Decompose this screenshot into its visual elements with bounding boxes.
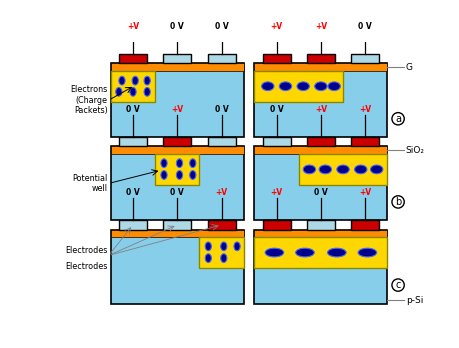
Bar — [207, 137, 235, 147]
Ellipse shape — [205, 254, 212, 262]
Bar — [351, 137, 379, 147]
Text: 0 V: 0 V — [314, 188, 328, 197]
Text: +V: +V — [216, 188, 228, 197]
Ellipse shape — [265, 248, 284, 257]
Ellipse shape — [116, 87, 122, 96]
Ellipse shape — [161, 159, 167, 167]
Ellipse shape — [190, 159, 196, 167]
Text: Electrodes: Electrodes — [66, 251, 108, 260]
Ellipse shape — [161, 171, 167, 179]
Bar — [163, 220, 191, 230]
Bar — [111, 71, 155, 102]
Bar — [163, 54, 191, 63]
Ellipse shape — [130, 87, 136, 96]
Ellipse shape — [303, 165, 316, 174]
Bar — [351, 220, 379, 230]
Bar — [254, 237, 387, 268]
Text: +V: +V — [127, 22, 139, 31]
Bar — [199, 237, 244, 268]
Text: Electrodes: Electrodes — [66, 262, 108, 271]
Ellipse shape — [279, 82, 291, 90]
Text: b: b — [395, 197, 401, 207]
Bar — [263, 54, 291, 63]
Bar — [111, 230, 244, 237]
Text: +V: +V — [359, 105, 371, 114]
Ellipse shape — [144, 76, 150, 85]
Text: a: a — [395, 114, 401, 124]
Text: +V: +V — [315, 22, 327, 31]
Ellipse shape — [190, 171, 196, 179]
Text: +V: +V — [270, 22, 283, 31]
Bar — [119, 137, 147, 147]
Ellipse shape — [354, 165, 367, 174]
Bar — [111, 147, 244, 154]
Bar — [263, 137, 291, 147]
Bar — [263, 220, 291, 230]
Bar — [119, 220, 147, 230]
Text: 0 V: 0 V — [270, 105, 284, 114]
Bar — [299, 154, 387, 185]
Bar — [254, 230, 387, 303]
Bar — [254, 147, 387, 154]
Ellipse shape — [119, 76, 125, 85]
Bar — [119, 54, 147, 63]
Bar — [155, 154, 199, 185]
Text: +V: +V — [315, 105, 327, 114]
Text: SiO₂: SiO₂ — [406, 146, 425, 155]
Bar — [163, 137, 191, 147]
Bar — [254, 147, 387, 220]
Text: 0 V: 0 V — [126, 188, 140, 197]
Ellipse shape — [144, 87, 150, 96]
Bar — [111, 147, 244, 220]
Ellipse shape — [328, 248, 346, 257]
Ellipse shape — [296, 248, 314, 257]
Text: Electrodes: Electrodes — [66, 246, 108, 255]
Ellipse shape — [319, 165, 331, 174]
Ellipse shape — [358, 248, 377, 257]
Text: c: c — [395, 280, 401, 290]
Text: 0 V: 0 V — [215, 105, 229, 114]
Ellipse shape — [370, 165, 383, 174]
Bar — [254, 63, 387, 71]
Ellipse shape — [221, 242, 227, 251]
Bar — [207, 220, 235, 230]
Text: 0 V: 0 V — [170, 188, 184, 197]
Bar — [307, 137, 335, 147]
Ellipse shape — [328, 82, 341, 90]
Bar — [111, 63, 244, 71]
Bar — [254, 71, 343, 102]
Ellipse shape — [262, 82, 274, 90]
Bar — [111, 63, 244, 137]
Text: Electrons
(Charge
Packets): Electrons (Charge Packets) — [71, 85, 108, 115]
Text: G: G — [406, 63, 413, 72]
Bar — [111, 230, 244, 303]
Text: Potential
well: Potential well — [73, 174, 108, 193]
Bar — [351, 54, 379, 63]
Ellipse shape — [176, 159, 183, 167]
Ellipse shape — [297, 82, 309, 90]
Bar — [207, 54, 235, 63]
Text: p-Si: p-Si — [406, 296, 423, 305]
Text: +V: +V — [359, 188, 371, 197]
Ellipse shape — [205, 242, 212, 251]
Ellipse shape — [315, 82, 327, 90]
Text: 0 V: 0 V — [358, 22, 372, 31]
Ellipse shape — [221, 254, 227, 262]
Bar — [254, 230, 387, 237]
Text: +V: +V — [171, 105, 183, 114]
Bar — [307, 220, 335, 230]
Text: 0 V: 0 V — [126, 105, 140, 114]
Text: 0 V: 0 V — [215, 22, 229, 31]
Bar — [254, 63, 387, 137]
Ellipse shape — [132, 76, 138, 85]
Text: 0 V: 0 V — [170, 22, 184, 31]
Ellipse shape — [234, 242, 240, 251]
Text: +V: +V — [270, 188, 283, 197]
Ellipse shape — [176, 171, 183, 179]
Ellipse shape — [337, 165, 349, 174]
Bar — [307, 54, 335, 63]
